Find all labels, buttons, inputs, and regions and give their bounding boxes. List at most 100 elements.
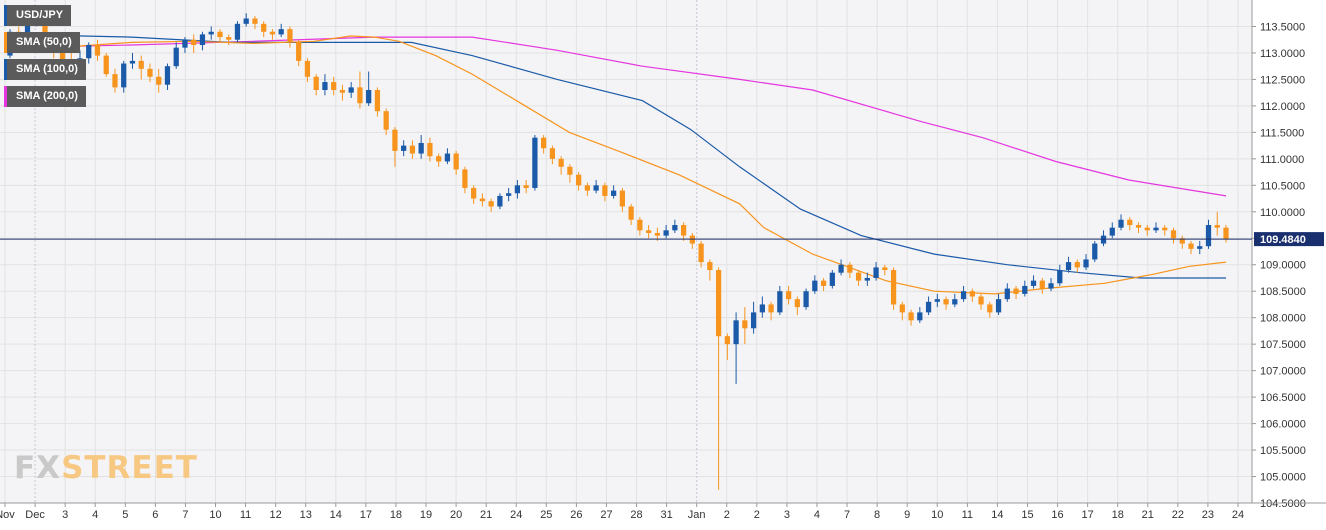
candle-body — [1144, 227, 1150, 231]
candle-body — [663, 230, 669, 236]
candle-body — [1074, 262, 1080, 268]
candle-body — [121, 63, 127, 88]
candle-body — [899, 304, 905, 313]
candle-body — [532, 137, 538, 188]
candle-body — [357, 87, 363, 104]
x-tick-label: 11 — [240, 509, 251, 521]
x-tick-label: 5 — [122, 509, 128, 521]
candle-body — [925, 301, 932, 313]
legend-swatch — [4, 59, 7, 80]
candle-body — [1127, 219, 1133, 226]
candle-body — [785, 291, 792, 300]
sma-100-line — [9, 33, 1226, 279]
y-tick-label: 105.5000 — [1260, 445, 1306, 457]
plot-background — [0, 0, 1252, 503]
candle-body — [611, 190, 617, 196]
x-tick-label: 27 — [600, 509, 612, 521]
candle-body — [129, 60, 136, 64]
x-tick-label: Jan — [688, 509, 706, 521]
legend-swatch — [4, 86, 7, 107]
x-tick-label: 22 — [1172, 509, 1184, 521]
x-tick-label: 6 — [152, 509, 158, 521]
legend-item-sma100[interactable]: SMA (100,0) — [4, 59, 86, 80]
y-tick-label: 104.5000 — [1260, 498, 1306, 510]
candle-body — [812, 280, 818, 292]
legend-item-sma200[interactable]: SMA (200,0) — [4, 86, 86, 107]
x-tick-label: 2 — [754, 509, 760, 521]
candle-body — [479, 198, 486, 202]
candle-body — [995, 299, 1002, 313]
x-tick-label: 18 — [1112, 509, 1124, 521]
candle-body — [1057, 270, 1063, 284]
candle-body — [654, 232, 660, 236]
candle-body — [304, 60, 311, 77]
candle-body — [829, 272, 835, 286]
candle-body — [1065, 262, 1072, 271]
candle-body — [1092, 243, 1098, 260]
x-tick-label: 21 — [1142, 509, 1154, 521]
x-tick-label: Nov — [0, 509, 15, 521]
candle-body — [602, 185, 608, 196]
legend: USD/JPY SMA (50,0) SMA (100,0) SMA (200,… — [4, 5, 86, 113]
candle-body — [199, 34, 206, 46]
candle-body — [374, 90, 381, 112]
candle-body — [855, 272, 862, 281]
candle-body — [427, 142, 433, 157]
candle-body — [208, 31, 214, 35]
x-tick-label: 18 — [390, 509, 402, 521]
candle-body — [619, 190, 625, 207]
candle-body — [917, 312, 923, 321]
x-tick-label: 23 — [1202, 509, 1214, 521]
y-tick-label: 110.5000 — [1260, 180, 1305, 192]
candle-body — [392, 129, 398, 151]
candle-body — [1153, 227, 1159, 231]
x-tick-label: 31 — [660, 509, 672, 521]
candle-body — [969, 291, 975, 297]
x-tick-label: 19 — [420, 509, 432, 521]
y-tick-label: 107.0000 — [1260, 366, 1306, 378]
candle-body — [1022, 285, 1028, 294]
candle-body — [348, 87, 354, 93]
candle-body — [453, 153, 459, 170]
x-tick-label: 14 — [991, 509, 1003, 521]
candle-body — [24, 23, 31, 38]
candle-body — [1223, 227, 1229, 240]
candle-body — [497, 195, 503, 207]
candle-body — [1048, 283, 1054, 289]
legend-label: SMA (50,0) — [7, 32, 80, 53]
candle-body — [672, 225, 678, 231]
candle-body — [890, 270, 897, 305]
candle-body — [777, 291, 783, 313]
candle-body — [1118, 219, 1124, 228]
candle-body — [1162, 227, 1168, 231]
candle-body — [339, 90, 346, 93]
candle-body — [471, 187, 477, 199]
candle-body — [462, 169, 468, 188]
candle-body — [768, 304, 774, 313]
candle-body — [252, 18, 258, 24]
legend-item-sma50[interactable]: SMA (50,0) — [4, 32, 86, 53]
candle-body — [418, 142, 424, 154]
x-tick-label: 4 — [92, 509, 98, 521]
candle-body — [409, 145, 416, 154]
candle-body — [164, 66, 171, 85]
candle-body — [724, 336, 730, 345]
candle-body — [226, 37, 232, 40]
legend-item-usdjpy[interactable]: USD/JPY — [4, 5, 86, 26]
candle-body — [628, 206, 634, 220]
y-tick-label: 110.0000 — [1260, 207, 1305, 219]
watermark-street: STREET — [61, 450, 198, 486]
candle-body — [182, 39, 188, 48]
legend-label: SMA (200,0) — [7, 86, 86, 107]
y-tick-label: 111.0000 — [1260, 154, 1304, 166]
x-tick-label: 28 — [630, 509, 642, 521]
candle-body — [243, 18, 249, 24]
candle-body — [567, 166, 573, 175]
candle-body — [882, 267, 888, 271]
x-tick-label: 7 — [844, 509, 850, 521]
candle-body — [1039, 280, 1045, 289]
candle-body — [191, 39, 197, 46]
candle-body — [94, 45, 101, 56]
candle-body — [1135, 225, 1142, 228]
